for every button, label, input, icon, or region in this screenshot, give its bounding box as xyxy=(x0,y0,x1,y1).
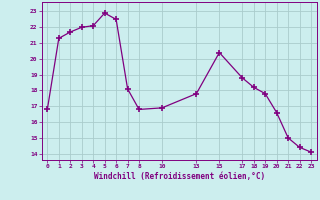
X-axis label: Windchill (Refroidissement éolien,°C): Windchill (Refroidissement éolien,°C) xyxy=(94,172,265,181)
